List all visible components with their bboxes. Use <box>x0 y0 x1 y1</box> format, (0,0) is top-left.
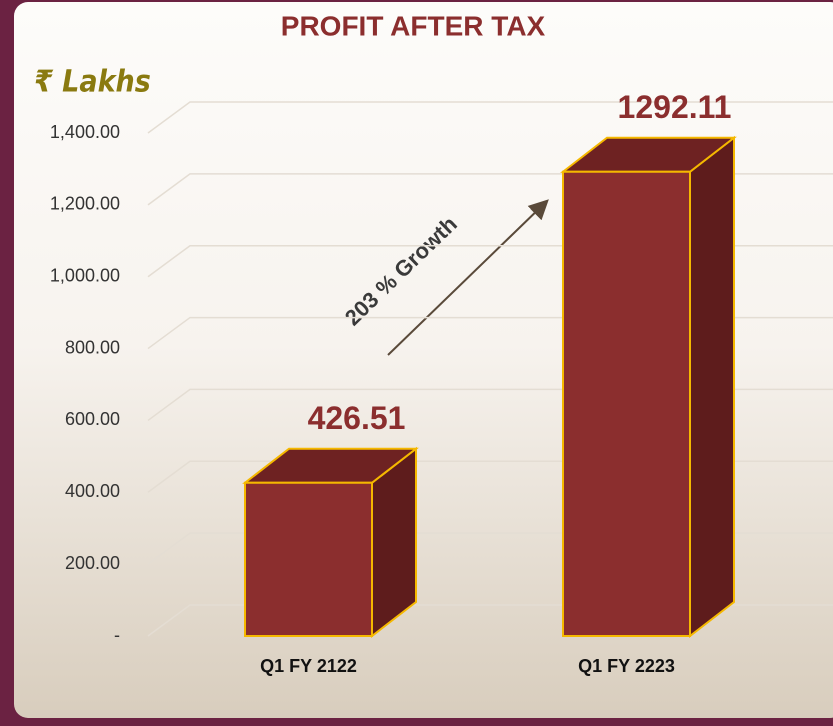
y-tick-label: - <box>114 625 120 645</box>
y-tick-label: 800.00 <box>65 337 120 357</box>
chart-title: PROFIT AFTER TAX <box>281 10 546 41</box>
y-tick-label: 1,200.00 <box>50 194 120 214</box>
x-tick-label: Q1 FY 2223 <box>578 656 675 676</box>
value-label: 426.51 <box>308 400 406 436</box>
bar-side <box>689 135 735 639</box>
y-axis-label: ₹ Lakhs <box>34 65 151 100</box>
x-tick-label: Q1 FY 2122 <box>260 656 357 676</box>
grid-line <box>147 101 833 134</box>
y-tick-label: 400.00 <box>65 481 120 501</box>
bar-front <box>244 481 373 637</box>
y-tick-label: 1,000.00 <box>50 265 120 285</box>
growth-arrow <box>387 199 549 356</box>
bar <box>560 135 737 639</box>
y-tick-label: 200.00 <box>65 553 120 573</box>
y-tick-label: 600.00 <box>65 409 120 429</box>
y-tick-label: 1,400.00 <box>50 122 120 142</box>
bar-front <box>562 170 691 637</box>
bar <box>242 446 419 639</box>
value-label: 1292.11 <box>618 89 732 125</box>
